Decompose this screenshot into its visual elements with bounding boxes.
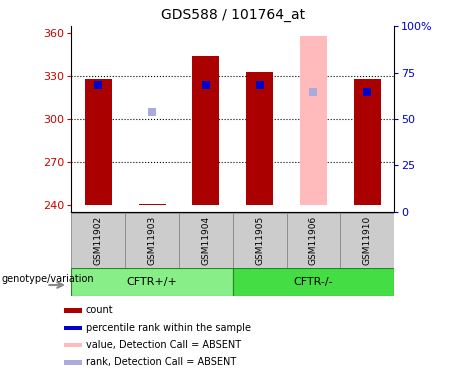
Text: GSM11904: GSM11904 [201, 216, 210, 265]
Point [202, 82, 210, 88]
Bar [340, 213, 394, 268]
Text: CFTR+/+: CFTR+/+ [127, 277, 177, 287]
Text: GSM11902: GSM11902 [94, 216, 103, 265]
Bar [64, 360, 82, 364]
Point [95, 82, 102, 88]
Text: GSM11910: GSM11910 [363, 216, 372, 265]
Text: rank, Detection Call = ABSENT: rank, Detection Call = ABSENT [86, 357, 236, 368]
Bar [179, 213, 233, 268]
Text: GSM11903: GSM11903 [148, 216, 157, 265]
Title: GDS588 / 101764_at: GDS588 / 101764_at [161, 9, 305, 22]
Text: genotype/variation: genotype/variation [1, 274, 94, 284]
Text: percentile rank within the sample: percentile rank within the sample [86, 323, 251, 333]
Point [310, 89, 317, 95]
Point [148, 109, 156, 115]
Point [364, 89, 371, 95]
Bar [125, 213, 179, 268]
Bar [139, 204, 165, 205]
Point [256, 82, 263, 88]
Bar [287, 213, 340, 268]
Text: GSM11905: GSM11905 [255, 216, 264, 265]
Text: count: count [86, 305, 113, 315]
Bar [354, 79, 381, 205]
Bar [71, 213, 125, 268]
Bar [71, 268, 233, 296]
Bar [246, 72, 273, 205]
Bar [64, 308, 82, 313]
Text: CFTR-/-: CFTR-/- [294, 277, 333, 287]
Text: value, Detection Call = ABSENT: value, Detection Call = ABSENT [86, 340, 241, 350]
Bar [85, 79, 112, 205]
Bar [64, 326, 82, 330]
Bar [233, 268, 394, 296]
Bar [300, 36, 327, 205]
Bar [233, 213, 287, 268]
Text: GSM11906: GSM11906 [309, 216, 318, 265]
Bar [193, 56, 219, 205]
Bar [64, 343, 82, 347]
